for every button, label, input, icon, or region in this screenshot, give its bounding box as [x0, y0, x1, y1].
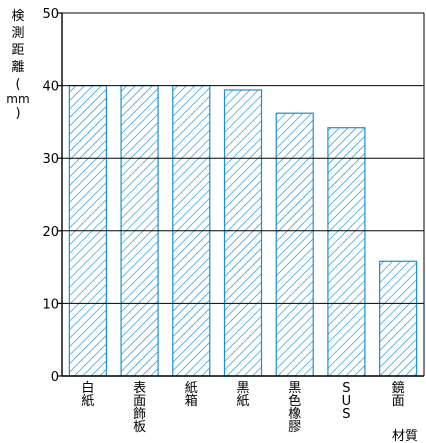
y-tick-label: 20	[42, 225, 59, 240]
y-tick-label: 30	[42, 152, 59, 167]
grid-layer	[62, 12, 424, 304]
bar	[379, 260, 418, 377]
y-axis-label: 検測距離(mm)	[6, 9, 29, 121]
axis-layer	[57, 12, 425, 377]
x-tick-label: 黒紙	[236, 381, 249, 409]
bar	[223, 89, 263, 377]
x-axis-label: 材質	[392, 429, 418, 443]
y-tick-label: 10	[42, 297, 59, 312]
y-tick-label: 0	[51, 370, 59, 385]
x-tick-label: 紙箱	[185, 381, 198, 409]
y-tick-label: 50	[42, 7, 59, 22]
x-tick-label: 表面飾板	[133, 381, 146, 435]
y-tick-label: 40	[42, 80, 59, 95]
x-tick-label: 黒色橡膠	[288, 381, 301, 435]
label-layer: 0 10 20 30 40 50 白紙 表面飾板 紙箱 黒紙 黒色橡膠 S U S 鏡面 検測距離(mm) 材質	[6, 7, 418, 443]
x-tick-label: 白紙	[81, 380, 94, 409]
bar	[327, 127, 366, 377]
x-tick-label: 鏡面	[392, 381, 405, 409]
bar	[275, 112, 314, 377]
